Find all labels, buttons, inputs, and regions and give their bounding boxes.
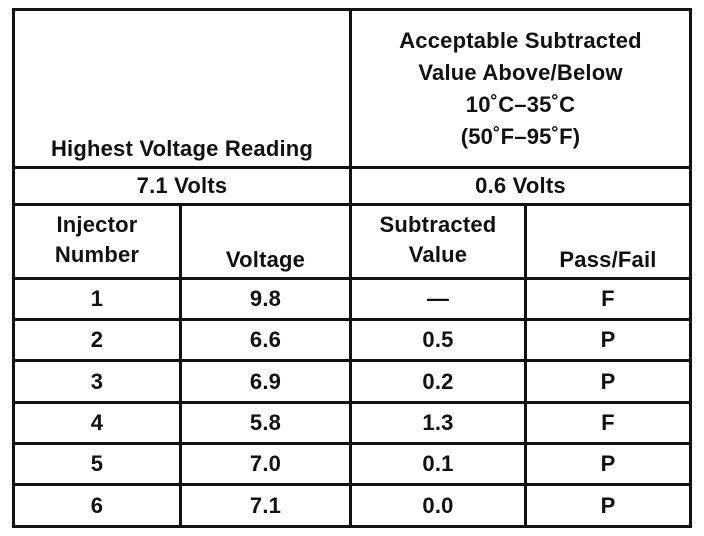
pass-fail-value: P bbox=[600, 451, 616, 476]
injector-header-line-2: Number bbox=[54, 242, 140, 267]
pass-fail-value: F bbox=[601, 410, 615, 435]
subtracted-value: 0.2 bbox=[422, 368, 454, 394]
voltage-value: 6.6 bbox=[249, 327, 282, 352]
injector-number: 2 bbox=[90, 327, 104, 352]
table-cell-result: F bbox=[527, 280, 689, 318]
acceptable-line-4: (50˚F–95˚F) bbox=[460, 123, 581, 149]
pass-fail-value: P bbox=[600, 492, 616, 518]
injector-number: 5 bbox=[90, 451, 104, 476]
column-header-subtracted-value: Subtracted Value bbox=[352, 206, 524, 277]
table-cell-voltage: 6.9 bbox=[182, 362, 349, 401]
divider bbox=[15, 318, 689, 321]
table-cell-subtracted: 0.2 bbox=[352, 362, 524, 401]
injector-number: 1 bbox=[90, 286, 104, 311]
injector-number: 3 bbox=[90, 368, 104, 394]
table-cell-voltage: 9.8 bbox=[182, 280, 349, 318]
subtracted-value: — bbox=[426, 286, 450, 311]
voltage-value: 5.8 bbox=[249, 410, 282, 435]
table-cell-result: P bbox=[527, 486, 689, 525]
table-cell-subtracted: 1.3 bbox=[352, 404, 524, 442]
pass-fail-value: F bbox=[601, 286, 615, 311]
divider bbox=[15, 166, 689, 169]
subtracted-value: 0.0 bbox=[422, 492, 454, 518]
injector-voltage-table: Highest Voltage Reading Acceptable Subtr… bbox=[12, 8, 692, 528]
table-cell-subtracted: 0.0 bbox=[352, 486, 524, 525]
divider bbox=[524, 203, 527, 525]
divider bbox=[15, 359, 689, 362]
column-header-pass-fail: Pass/Fail bbox=[527, 206, 689, 277]
divider bbox=[179, 203, 182, 525]
divider bbox=[15, 483, 689, 486]
divider bbox=[349, 11, 352, 525]
acceptable-line-3: 10˚C–35˚C bbox=[465, 91, 576, 117]
highest-voltage-value-text: 7.1 Volts bbox=[136, 173, 228, 198]
table-cell-injector: 1 bbox=[15, 280, 179, 318]
voltage-value: 7.0 bbox=[249, 451, 282, 476]
divider bbox=[15, 401, 689, 404]
table-cell-injector: 2 bbox=[15, 321, 179, 359]
table-cell-subtracted: 0.5 bbox=[352, 321, 524, 359]
voltage-value: 9.8 bbox=[249, 286, 282, 311]
table-cell-result: P bbox=[527, 362, 689, 401]
table-cell-voltage: 5.8 bbox=[182, 404, 349, 442]
injector-number: 4 bbox=[90, 410, 104, 435]
divider bbox=[15, 442, 689, 445]
column-header-voltage: Voltage bbox=[182, 206, 349, 277]
acceptable-value: 0.6 Volts bbox=[352, 169, 689, 203]
table-cell-voltage: 7.1 bbox=[182, 486, 349, 525]
table-cell-voltage: 6.6 bbox=[182, 321, 349, 359]
acceptable-line-2: Value Above/Below bbox=[418, 59, 623, 85]
table-cell-subtracted: 0.1 bbox=[352, 445, 524, 483]
acceptable-value-text: 0.6 Volts bbox=[475, 173, 566, 198]
voltage-value: 6.9 bbox=[249, 368, 282, 394]
acceptable-value-header: Acceptable Subtracted Value Above/Below … bbox=[352, 11, 689, 166]
table-cell-result: P bbox=[527, 321, 689, 359]
subtracted-value: 0.5 bbox=[422, 327, 454, 352]
table-cell-injector: 3 bbox=[15, 362, 179, 401]
table-cell-result: P bbox=[527, 445, 689, 483]
voltage-value: 7.1 bbox=[249, 492, 282, 518]
table-cell-injector: 5 bbox=[15, 445, 179, 483]
table-cell-voltage: 7.0 bbox=[182, 445, 349, 483]
highest-voltage-header: Highest Voltage Reading bbox=[15, 11, 349, 166]
table-cell-injector: 6 bbox=[15, 486, 179, 525]
table-cell-injector: 4 bbox=[15, 404, 179, 442]
table-cell-subtracted: — bbox=[352, 280, 524, 318]
acceptable-line-1: Acceptable Subtracted bbox=[399, 27, 642, 53]
pass-fail-header-text: Pass/Fail bbox=[559, 247, 657, 272]
pass-fail-value: P bbox=[600, 327, 616, 352]
divider bbox=[15, 277, 689, 280]
pass-fail-value: P bbox=[600, 368, 616, 394]
column-header-injector-number: Injector Number bbox=[15, 206, 179, 277]
subtracted-header-line-1: Subtracted bbox=[379, 212, 497, 237]
voltage-header-text: Voltage bbox=[225, 247, 306, 272]
subtracted-value: 1.3 bbox=[422, 410, 454, 435]
subtracted-value: 0.1 bbox=[422, 451, 454, 476]
highest-voltage-label: Highest Voltage Reading bbox=[50, 136, 314, 161]
injector-number: 6 bbox=[90, 492, 104, 518]
highest-voltage-value: 7.1 Volts bbox=[15, 169, 349, 203]
subtracted-header-line-2: Value bbox=[408, 242, 468, 267]
table-cell-result: F bbox=[527, 404, 689, 442]
divider bbox=[15, 203, 689, 206]
injector-header-line-1: Injector bbox=[56, 212, 138, 237]
